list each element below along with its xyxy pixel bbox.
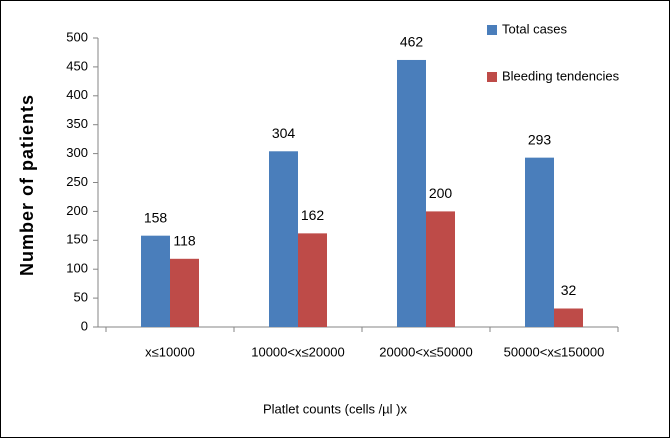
data-label: 293 xyxy=(528,131,552,147)
y-axis-label: Number of patients xyxy=(17,94,37,276)
data-label: 158 xyxy=(144,209,168,225)
x-tick-label: 50000<x≤150000 xyxy=(504,344,605,359)
bar xyxy=(269,151,298,327)
y-tick-label: 300 xyxy=(66,145,88,160)
data-label: 162 xyxy=(301,207,325,223)
y-tick-label: 450 xyxy=(66,58,88,73)
bar xyxy=(170,258,199,327)
data-label: 32 xyxy=(561,282,577,298)
x-tick-label: 20000<x≤50000 xyxy=(379,344,473,359)
bar xyxy=(426,211,455,327)
x-axis-label: Platlet counts (cells /µl )x xyxy=(263,401,408,416)
y-tick-label: 200 xyxy=(66,203,88,218)
y-tick-label: 350 xyxy=(66,116,88,131)
legend-label: Total cases xyxy=(502,21,568,36)
bar xyxy=(141,235,170,327)
data-label: 200 xyxy=(429,185,453,201)
x-tick-label: 10000<x≤20000 xyxy=(251,344,345,359)
legend-swatch xyxy=(487,25,497,35)
y-tick-label: 250 xyxy=(66,174,88,189)
y-tick-label: 0 xyxy=(81,318,88,333)
data-label: 462 xyxy=(400,34,424,50)
data-label: 304 xyxy=(272,125,296,141)
y-tick-label: 400 xyxy=(66,87,88,102)
y-tick-label: 500 xyxy=(66,29,88,44)
x-tick-label: x≤10000 xyxy=(145,344,195,359)
legend-swatch xyxy=(487,72,497,82)
data-label: 118 xyxy=(173,232,196,248)
legend-label: Bleeding tendencies xyxy=(502,68,620,83)
y-tick-label: 50 xyxy=(74,290,88,305)
bar xyxy=(554,308,583,327)
y-tick-label: 150 xyxy=(66,232,88,247)
bar xyxy=(298,233,327,327)
y-tick-label: 100 xyxy=(66,261,88,276)
bar xyxy=(525,157,554,327)
bar xyxy=(397,59,426,328)
